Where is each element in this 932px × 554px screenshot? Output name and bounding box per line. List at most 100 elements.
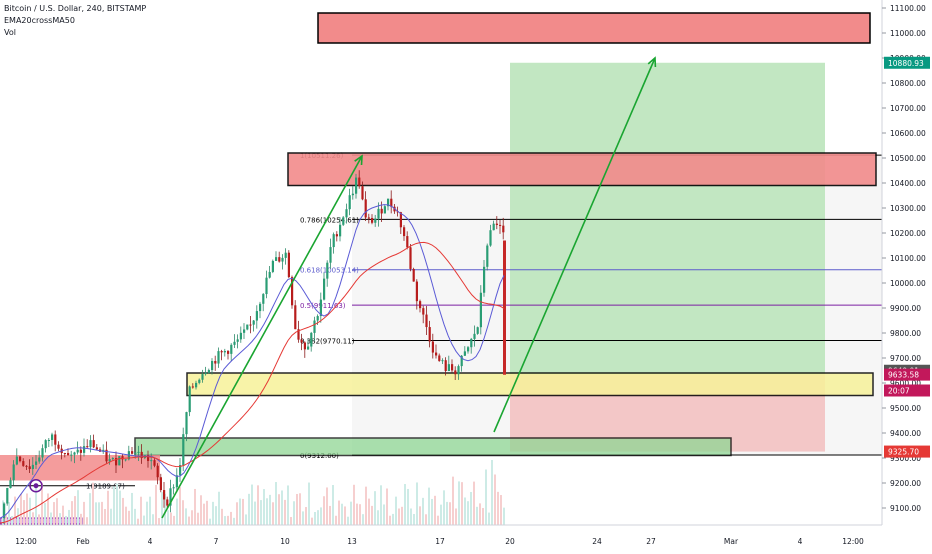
volume-bar [221,508,223,525]
volume-bar [170,512,172,525]
volume-bar [482,508,484,525]
volume-bar [461,482,463,525]
time-tick-label: 27 [646,537,656,546]
volume-bar [446,501,448,525]
volume-bar [251,484,253,525]
candle-body [92,440,95,448]
volume-bar [236,502,238,525]
candle-body [441,360,444,362]
price-tick-label: 10600.00 [890,129,926,138]
price-label: 9633.58 [888,371,919,380]
candle-body [124,459,127,461]
volume-bar [185,508,187,525]
volume-bar [56,498,58,525]
volume-bar [113,486,115,525]
price-tick-label: 9600.00 [890,379,921,388]
volume-bar [389,515,391,525]
volume-bar [152,514,154,525]
candle-body [137,451,140,453]
ma-line [0,241,505,524]
volume-bar [164,493,166,525]
volume-bar [335,515,337,525]
volume-bar [263,489,265,525]
candle-body [495,223,498,225]
time-tick-label: 17 [435,537,445,546]
candle-body [268,271,271,278]
volume-bar [491,459,493,525]
time-tick-label: Feb [76,537,90,546]
candle-body [115,458,118,466]
volume-bar [206,500,208,525]
candle-body [271,260,274,272]
volume-bar [173,515,175,525]
candle-body [278,257,281,262]
candle-body [335,234,338,237]
candle-body [239,332,242,340]
price-label-bg [884,384,930,397]
volume-bar [422,497,424,525]
candle-body [63,453,66,455]
candle-body [204,372,207,375]
volume-bar [443,490,445,525]
candle-body [403,227,406,237]
volume-bar [419,506,421,525]
demand-zone [134,437,732,457]
volume-bar [245,514,247,525]
volume-bar [341,503,343,525]
candle-body [22,461,25,466]
volume-bar [476,506,478,525]
volume-bar [95,502,97,525]
volume-bar [359,504,361,525]
volume-bar [494,474,496,525]
time-tick-label: Mar [724,537,739,546]
volume-bar [467,501,469,525]
candle-body [262,294,265,304]
price-tick-label: 9300.00 [890,454,921,463]
volume-bar [260,500,262,525]
top-supply-zone [317,12,871,44]
candle-body [217,351,220,364]
volume-bar [179,486,181,525]
candle-body [73,452,76,455]
volume-label: Vol [4,28,16,37]
volume-bar [308,482,310,525]
volume-bar [194,488,196,525]
candle-body [463,351,466,356]
candle-body [9,480,12,488]
candle-body [70,454,73,456]
volume-bar [329,505,331,525]
time-tick-label: 4 [148,537,153,546]
candle-body [259,303,262,312]
price-tick-label: 9100.00 [890,504,921,513]
volume-bar [275,482,277,525]
candle-body [131,451,134,454]
price-axis-bg [882,0,932,550]
price-tick-label: 9200.00 [890,479,921,488]
volume-bar [479,503,481,525]
volume-bar [290,517,292,525]
price-tick-label: 11100.00 [890,4,926,13]
candle-body [361,186,364,200]
volume-bar [140,496,142,525]
price-tick-label: 10300.00 [890,204,926,213]
volume-bar [317,510,319,525]
candle-body [307,346,310,350]
candle-body [121,456,124,460]
price-label: 9325.70 [888,448,919,457]
volume-bar [104,508,106,525]
volume-bar [239,498,241,525]
volume-bar [428,487,430,525]
volume-bar [47,493,49,525]
time-tick-label: 7 [214,537,219,546]
candle-body [38,457,41,462]
volume-bar [278,494,280,525]
volume-bar [50,512,52,525]
volume-bar [218,491,220,525]
marker-circle [29,479,43,493]
candle-body [220,351,223,353]
candle-body [140,451,143,459]
volume-bar [128,510,130,525]
candle-body [499,224,502,226]
